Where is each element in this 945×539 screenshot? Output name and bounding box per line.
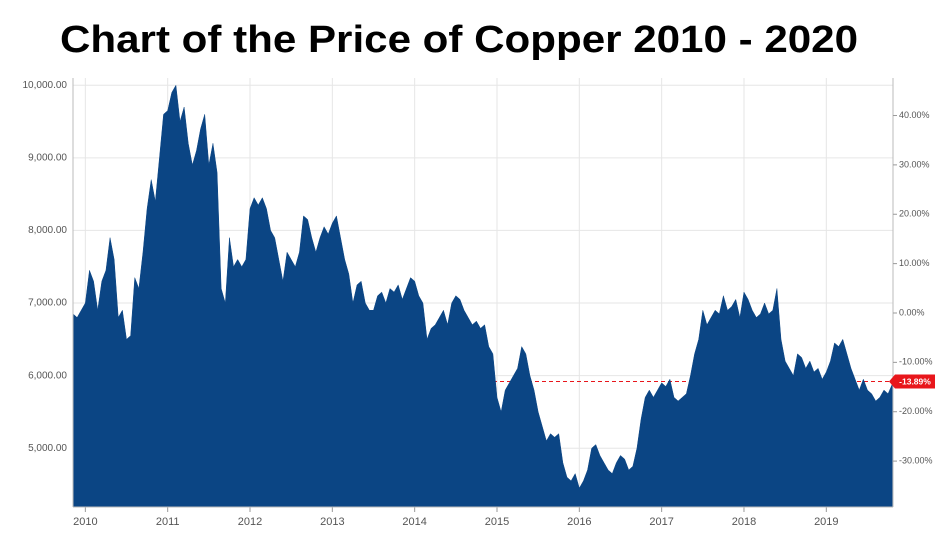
area (72, 84, 893, 508)
annotation-label: -13.89% (899, 376, 931, 386)
x-tick-label: 2012 (238, 516, 262, 528)
x-tick-label: 2015 (485, 516, 509, 528)
y-tick-label: 10,000.00 (23, 80, 68, 91)
y-tick-label: 8,000.00 (28, 225, 67, 236)
x-tick-label: 2017 (649, 516, 673, 528)
y-tick-label: 9,000.00 (28, 152, 67, 163)
chart-title: Chart of the Price of Copper 2010 - 2020 (60, 19, 858, 61)
y-tick-label: 7,000.00 (28, 298, 67, 309)
y2-tick-label: -30.00% (899, 455, 933, 465)
y-tick-label: 5,000.00 (28, 443, 67, 454)
x-tick-label: 2011 (156, 516, 180, 528)
y2-tick-label: 10.00% (899, 258, 930, 268)
x-tick-label: 2014 (402, 516, 426, 528)
x-tick-label: 2018 (732, 516, 756, 528)
x-tick-label: 2019 (814, 516, 838, 528)
y2-tick-label: -10.00% (899, 357, 933, 367)
y2-tick-label: -20.00% (899, 406, 933, 416)
y2-tick-label: 0.00% (899, 307, 925, 317)
x-tick-label: 2013 (320, 516, 344, 528)
y2-tick-label: 40.00% (899, 110, 930, 120)
annotation-badge (889, 374, 935, 389)
x-tick-label: 2010 (73, 516, 97, 528)
y2-tick-label: 20.00% (899, 209, 930, 219)
y2-tick-label: 30.00% (899, 159, 930, 169)
x-tick-label: 2016 (567, 516, 591, 528)
y-tick-label: 6,000.00 (28, 370, 67, 381)
